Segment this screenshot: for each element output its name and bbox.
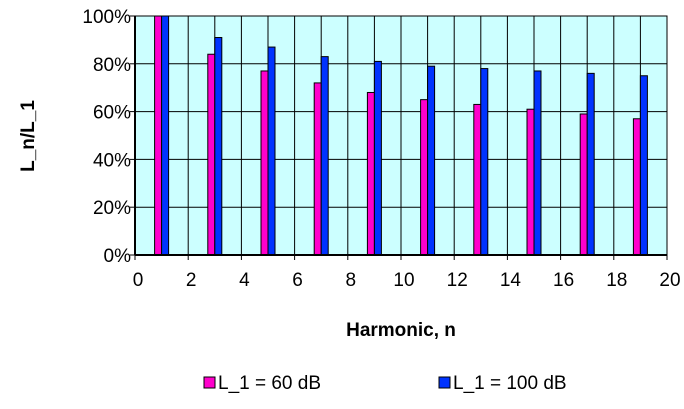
x-tick-label: 4 bbox=[239, 270, 250, 291]
bar-series-0-n-3 bbox=[207, 53, 216, 256]
x-tick-label: 8 bbox=[346, 270, 357, 291]
bar-series-1-n-17 bbox=[586, 72, 595, 256]
bar-series-1-n-19 bbox=[639, 75, 648, 256]
bar-series-1-n-9 bbox=[373, 60, 382, 256]
x-tick-label: 6 bbox=[292, 270, 303, 291]
legend-swatch-100db bbox=[438, 376, 451, 389]
x-tick-label: 18 bbox=[606, 270, 627, 291]
x-tick-label: 20 bbox=[659, 270, 680, 291]
x-tick-label: 16 bbox=[553, 270, 574, 291]
bar-series-1-n-13 bbox=[480, 68, 489, 256]
legend-label-100db: L_1 = 100 dB bbox=[453, 373, 567, 394]
bar-series-1-n-11 bbox=[427, 65, 436, 256]
bar-series-0-n-1 bbox=[154, 15, 163, 256]
x-tick-label: 2 bbox=[186, 270, 197, 291]
x-tick-label: 10 bbox=[393, 270, 414, 291]
bar-series-1-n-15 bbox=[533, 70, 542, 256]
y-tick-label: 0% bbox=[104, 246, 132, 267]
tick-labels: 0% 20% 40% 60% 80% 100% 0 2 4 6 8 10 12 14 16 18 20 bbox=[82, 7, 680, 291]
y-tick-label: 60% bbox=[93, 103, 131, 124]
x-tick-label: 0 bbox=[133, 270, 144, 291]
x-tick-label: 14 bbox=[500, 270, 522, 291]
bars bbox=[154, 15, 648, 256]
bar-series-0-n-5 bbox=[260, 70, 269, 256]
y-axis-title: L_n/L_1 bbox=[18, 100, 39, 172]
bar-series-0-n-7 bbox=[313, 82, 322, 256]
y-tick-label: 20% bbox=[93, 198, 131, 219]
legend-label-60db: L_1 = 60 dB bbox=[218, 373, 321, 394]
bar-series-1-n-1 bbox=[161, 15, 170, 256]
bar-series-0-n-13 bbox=[473, 103, 482, 256]
bar-series-1-n-7 bbox=[320, 56, 329, 256]
y-tick-label: 40% bbox=[93, 150, 131, 171]
x-tick-label: 12 bbox=[447, 270, 468, 291]
bar-series-1-n-5 bbox=[267, 46, 276, 256]
bar-series-0-n-19 bbox=[632, 118, 641, 256]
bar-series-0-n-17 bbox=[579, 113, 588, 256]
bar-series-1-n-3 bbox=[214, 37, 223, 256]
y-tick-label: 80% bbox=[93, 55, 131, 76]
bar-series-0-n-15 bbox=[526, 108, 535, 256]
horizontal-gridlines bbox=[135, 63, 667, 208]
legend: L_1 = 60 dB L_1 = 100 dB bbox=[203, 373, 567, 394]
bar-series-0-n-11 bbox=[420, 99, 429, 256]
bar-series-0-n-9 bbox=[366, 91, 375, 256]
y-tick-label: 100% bbox=[82, 7, 131, 28]
x-axis-title: Harmonic, n bbox=[346, 320, 456, 341]
legend-swatch-60db bbox=[203, 376, 216, 389]
